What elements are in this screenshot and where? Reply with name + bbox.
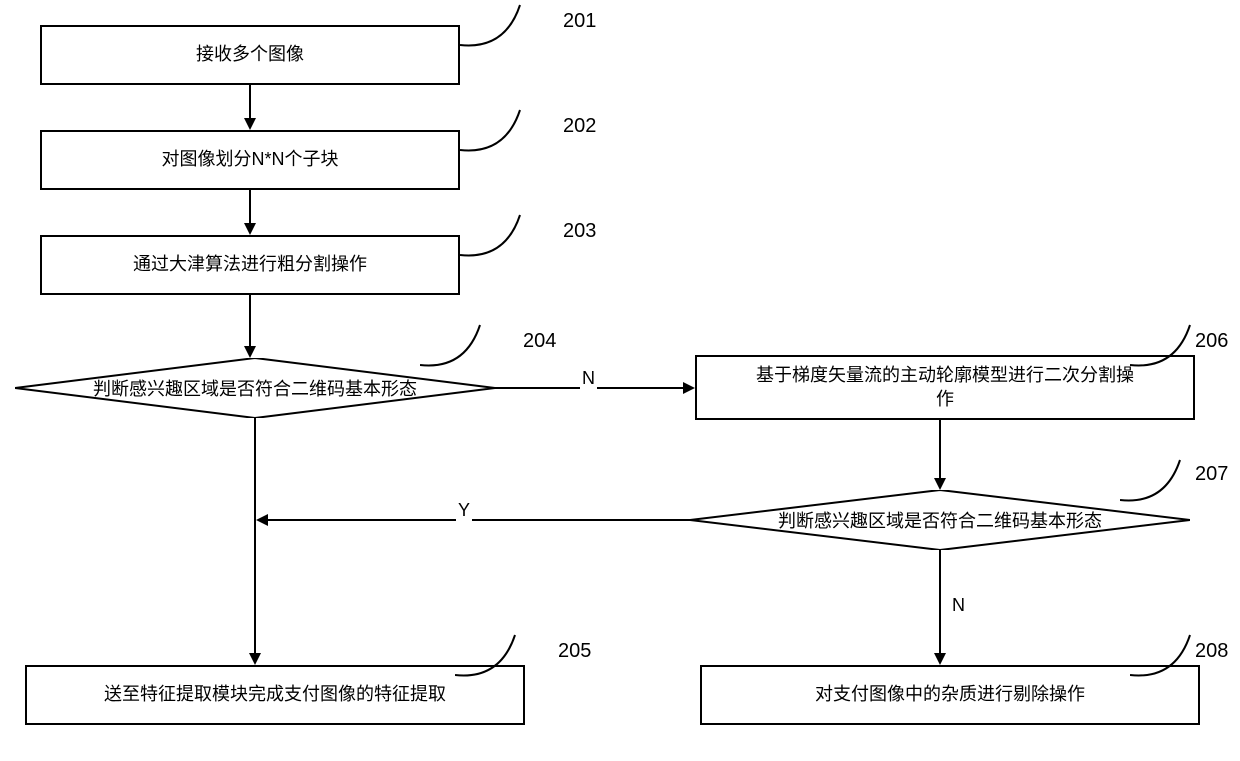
arrow-head: [934, 478, 946, 490]
arrow-201-202: [249, 85, 251, 120]
callout-label-205: 205: [558, 640, 591, 663]
arrow-head: [256, 514, 268, 526]
callout-label-203: 203: [563, 220, 596, 243]
callout-label-202: 202: [563, 115, 596, 138]
edge-label-n2: N: [950, 595, 967, 616]
box-text: 对支付图像中的杂质进行剔除操作: [815, 683, 1085, 706]
edge-label-y: Y: [456, 500, 472, 521]
box-text: 接收多个图像: [196, 43, 304, 66]
arrow-head: [244, 346, 256, 358]
box-text: 通过大津算法进行粗分割操作: [133, 253, 367, 276]
process-box-203: 通过大津算法进行粗分割操作: [40, 235, 460, 295]
box-text: 对图像划分N*N个子块: [161, 148, 338, 171]
callout-curve-204: [420, 320, 520, 375]
callout-label-201: 201: [563, 10, 596, 33]
decision-diamond-207: 判断感兴趣区域是否符合二维码基本形态: [690, 490, 1190, 550]
arrow-head: [683, 382, 695, 394]
diamond-text: 判断感兴趣区域是否符合二维码基本形态: [778, 507, 1102, 533]
diamond-text: 判断感兴趣区域是否符合二维码基本形态: [93, 375, 417, 401]
callout-curve-203: [460, 210, 560, 265]
callout-curve-201: [460, 0, 560, 55]
process-box-205: 送至特征提取模块完成支付图像的特征提取: [25, 665, 525, 725]
callout-label-206: 206: [1195, 330, 1228, 353]
process-box-201: 接收多个图像: [40, 25, 460, 85]
callout-curve-202: [460, 105, 560, 160]
arrow-head: [249, 653, 261, 665]
arrow-206-207: [939, 420, 941, 480]
arrow-204-205: [254, 418, 256, 655]
process-box-208: 对支付图像中的杂质进行剔除操作: [700, 665, 1200, 725]
flowchart-container: 接收多个图像 201 对图像划分N*N个子块 202 通过大津算法进行粗分割操作…: [0, 0, 1240, 761]
arrow-202-203: [249, 190, 251, 225]
callout-label-204: 204: [523, 330, 556, 353]
arrow-head: [934, 653, 946, 665]
callout-label-208: 208: [1195, 640, 1228, 663]
callout-label-207: 207: [1195, 463, 1228, 486]
arrow-head: [244, 223, 256, 235]
arrow-207-205-h: [268, 519, 690, 521]
callout-curve-205: [455, 630, 555, 685]
arrow-207-208: [939, 550, 941, 655]
process-box-206: 基于梯度矢量流的主动轮廓模型进行二次分割操 作: [695, 355, 1195, 420]
arrow-head: [244, 118, 256, 130]
box-text: 送至特征提取模块完成支付图像的特征提取: [104, 683, 446, 706]
process-box-202: 对图像划分N*N个子块: [40, 130, 460, 190]
box-text: 基于梯度矢量流的主动轮廓模型进行二次分割操 作: [756, 364, 1134, 411]
edge-label-n: N: [580, 368, 597, 389]
arrow-203-204: [249, 295, 251, 348]
